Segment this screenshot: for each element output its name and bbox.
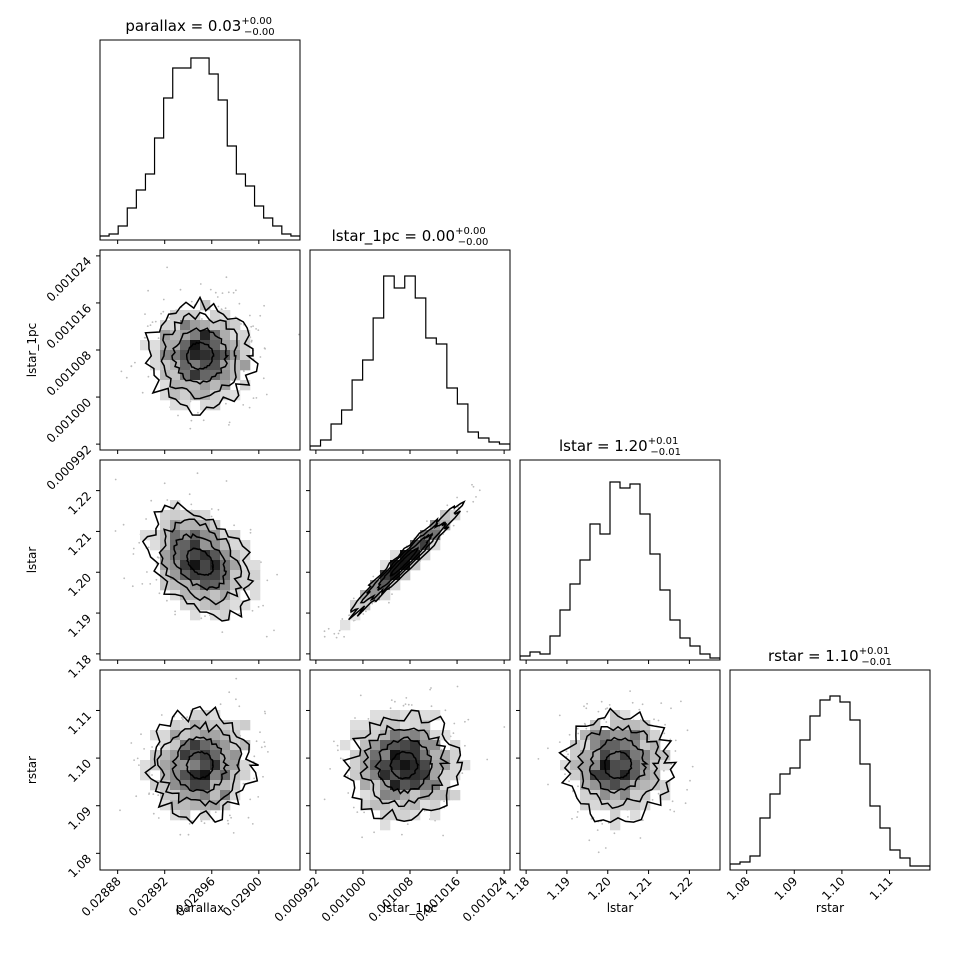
x-axis-label: rstar [816,901,844,915]
density-parallax-vs-lstar [114,472,278,638]
y-tick-label: 1.08 [65,852,94,881]
y-tick-label: 1.11 [65,709,94,738]
y-tick-label: 0.001016 [44,301,94,351]
y-tick-label: 1.09 [65,804,94,833]
x-tick-label: 1.21 [626,874,655,903]
x-tick-label: 0.001008 [366,874,416,924]
x-tick-label: 1.20 [585,874,614,903]
axes-frame [519,459,721,661]
density-lstar_1pc-vs-rstar [323,685,506,839]
x-tick-label: 1.08 [724,874,753,903]
title-rstar: rstar = 1.10+0.01 −0.01 [768,646,892,668]
y-axis-label: lstar_1pc [25,323,39,377]
y-tick-label: 1.20 [65,570,94,599]
x-tick-label: 1.11 [867,874,896,903]
histogram-lstar_1pc [310,275,510,450]
axes-frame [309,249,511,451]
y-tick-label: 0.001000 [44,395,94,445]
y-axis-label: rstar [25,756,39,784]
x-tick-label: 1.10 [819,874,848,903]
x-tick-label: 0.02888 [79,874,124,919]
x-axis-label: parallax [176,901,224,915]
density-lstar-vs-rstar [537,690,694,854]
x-tick-label: 1.09 [772,874,801,903]
y-tick-label: 0.000992 [44,442,94,492]
title-parallax: parallax = 0.03+0.00 −0.00 [125,16,274,38]
y-axis-label: lstar [25,547,39,574]
x-tick-label: 1.22 [667,874,696,903]
x-tick-label: 0.02892 [126,874,171,919]
y-tick-label: 1.10 [65,756,94,785]
density-parallax-vs-rstar [119,677,269,836]
axes-frame [99,669,301,871]
axes-frame [99,39,301,241]
axes-frame [99,459,301,661]
x-tick-label: 0.001000 [319,874,369,924]
x-tick-label: 0.000992 [272,874,322,924]
x-axis-label: lstar_1pc [383,901,437,915]
y-tick-label: 1.19 [65,611,94,640]
y-tick-label: 1.18 [65,652,94,681]
x-tick-label: 1.19 [544,874,573,903]
axes-frame [729,669,931,871]
title-lstar_1pc: lstar_1pc = 0.00+0.00 −0.00 [332,226,489,248]
y-tick-label: 0.001008 [44,348,94,398]
axes-frame [519,669,721,871]
x-axis-label: lstar [607,901,634,915]
density-parallax-vs-lstar_1pc [120,266,300,430]
x-tick-label: 0.02900 [220,874,265,919]
histogram-lstar [520,481,720,660]
y-tick-label: 0.001024 [44,254,94,304]
x-tick-label: 0.001024 [460,874,510,924]
title-lstar: lstar = 1.20+0.01 −0.01 [559,436,681,458]
x-tick-label: 1.18 [503,874,532,903]
y-tick-label: 1.21 [65,530,94,559]
density-lstar_1pc-vs-lstar [323,483,481,639]
y-tick-label: 1.22 [65,489,94,518]
histogram-parallax [100,57,300,240]
histogram-rstar [730,695,930,870]
x-tick-label: 0.001016 [413,874,463,924]
